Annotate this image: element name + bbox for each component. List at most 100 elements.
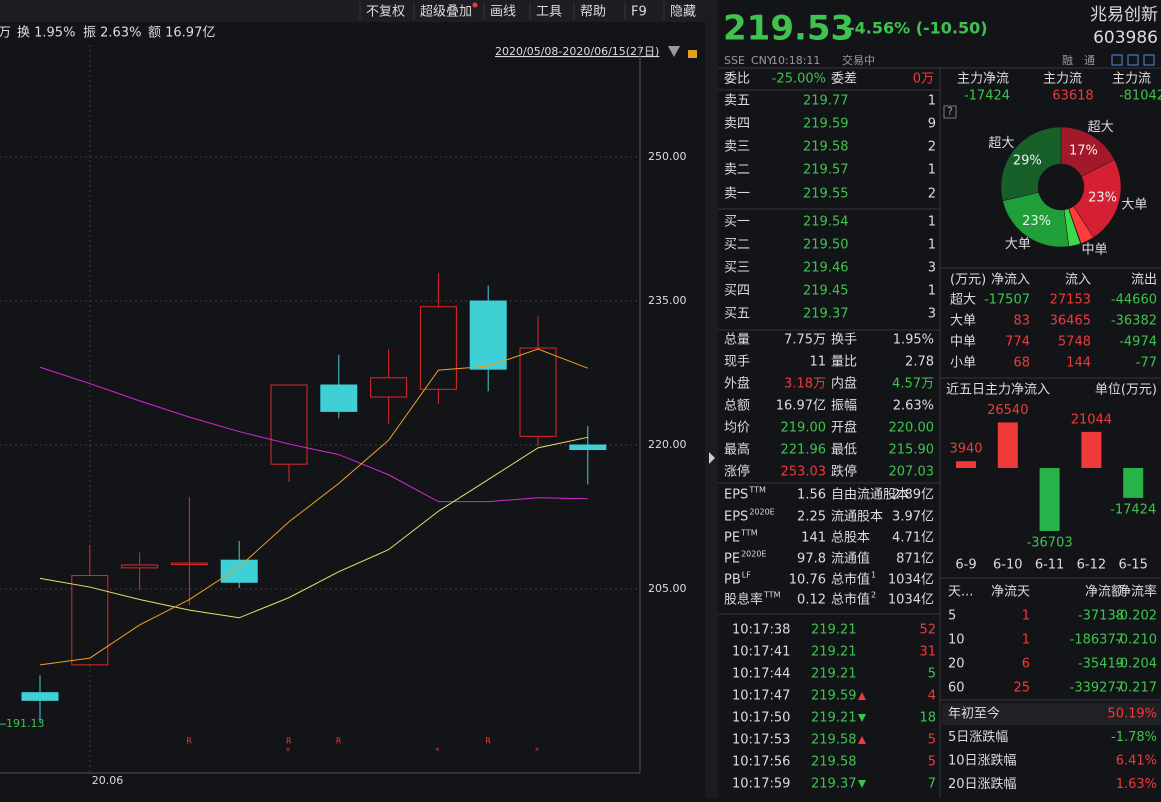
superscript: 1	[871, 571, 876, 580]
fund-label: 总市值	[831, 572, 870, 588]
trade-arrow	[858, 692, 866, 700]
book-price: 219.50	[803, 238, 849, 253]
trade-volume: 18	[919, 711, 936, 726]
book-label: 卖一	[724, 187, 750, 202]
fund-label: 股息率	[724, 592, 763, 608]
bar	[956, 461, 976, 468]
book-volume: 1	[928, 215, 936, 230]
signal-mark: R	[186, 737, 192, 746]
table-cell: -77	[1136, 356, 1157, 371]
collapse-arrow[interactable]	[709, 452, 715, 464]
table-header: 天...	[948, 585, 973, 600]
table-cell: 60	[948, 681, 965, 696]
table-cell: -35419	[1078, 657, 1124, 672]
chart-title: 近五日主力净流入	[946, 383, 1050, 398]
pie-value-label: 17%	[1069, 144, 1098, 159]
quote-tag: 通	[1084, 54, 1095, 67]
table-cell: 25	[1013, 681, 1030, 696]
info-item: 换 1.95%	[17, 26, 75, 41]
table-cell: -0.202	[1115, 609, 1157, 624]
candle-body	[419, 306, 457, 390]
table-header: 净流额	[1085, 585, 1124, 600]
trade-time: 10:17:38	[732, 623, 790, 638]
badge-dot	[472, 2, 478, 8]
toolbar-button[interactable]: F9	[631, 5, 647, 20]
pie-value-label: 23%	[1088, 190, 1117, 205]
book-label: 买一	[724, 215, 750, 230]
trade-price: 219.21	[811, 711, 857, 726]
date-range[interactable]: 2020/05/08-2020/06/15(27日)	[495, 45, 659, 58]
candle-body	[170, 562, 208, 566]
fund-value: 4.71亿	[892, 531, 934, 546]
pie-slice	[1073, 159, 1122, 238]
splitter[interactable]	[705, 0, 718, 798]
trade-arrow	[858, 780, 866, 788]
signal-mark: *	[535, 747, 539, 756]
x-tick-label: 6-12	[1077, 558, 1107, 573]
superscript: 2020E	[741, 550, 766, 559]
trade-price: 219.59	[811, 689, 857, 704]
fund-label: 流通股本	[831, 510, 883, 525]
bar	[997, 422, 1018, 468]
tool-icon[interactable]	[1127, 54, 1139, 66]
candle-body	[569, 444, 607, 451]
fund-value: 2.89亿	[892, 488, 934, 503]
candle-body	[320, 384, 358, 412]
stat-label: 开盘	[831, 420, 857, 436]
book-label: 买二	[724, 238, 750, 253]
table-cell: 144	[1066, 356, 1091, 371]
toolbar-button[interactable]: 工具	[536, 5, 562, 20]
book-price: 219.46	[803, 261, 849, 276]
toolbar-button[interactable]: 不复权	[366, 4, 405, 20]
stat-label: 涨停	[724, 464, 750, 480]
value: -25.00%	[772, 72, 826, 87]
table-header: 净流入	[991, 273, 1030, 288]
trade-price: 219.21	[811, 623, 857, 638]
bar	[1123, 468, 1144, 498]
fund-value: 2.25	[797, 510, 826, 525]
table-cell: 5	[948, 609, 956, 624]
table-cell: 36465	[1050, 314, 1091, 329]
fund-label: PE	[724, 552, 740, 567]
book-price: 219.55	[803, 187, 849, 202]
ma-line	[39, 348, 588, 666]
stat-value: 219.00	[781, 421, 827, 436]
candle-body	[71, 575, 109, 666]
change-label: 20日涨跌幅	[948, 776, 1017, 792]
trade-volume: 31	[919, 645, 936, 660]
trade-time: 10:17:41	[732, 645, 790, 660]
tool-icon[interactable]	[1111, 54, 1123, 66]
pie-label: 超大	[1088, 120, 1114, 135]
candle-body	[469, 300, 507, 370]
toolbar-button[interactable]: 帮助	[580, 5, 606, 20]
toolbar-button[interactable]: 超级叠加	[420, 5, 472, 20]
candle-body	[121, 564, 159, 569]
tool-icon[interactable]	[1143, 54, 1155, 66]
stat-label: 最低	[831, 443, 857, 458]
superscript: LF	[742, 571, 751, 580]
fund-value: 0.12	[797, 593, 826, 608]
table-cell: 超大	[950, 293, 976, 308]
toolbar-button[interactable]: 隐藏	[670, 5, 696, 20]
candle-body	[220, 559, 258, 583]
toolbar-button[interactable]: 画线	[490, 5, 516, 20]
trade-arrow	[858, 736, 866, 744]
help-box[interactable]	[943, 105, 957, 119]
x-tick-label: 6-10	[993, 558, 1023, 573]
book-label: 买五	[724, 307, 750, 322]
lock-icon[interactable]	[688, 50, 697, 58]
range-dropdown[interactable]	[668, 46, 680, 57]
flow-header: 主力流	[1043, 72, 1082, 87]
fund-value: 97.8	[797, 552, 826, 567]
value: 0万	[913, 72, 934, 87]
stat-value: 215.90	[889, 443, 935, 458]
chart-unit: 单位(万元)	[1095, 383, 1157, 398]
trade-price: 219.21	[811, 667, 857, 682]
signal-mark: *	[286, 747, 290, 756]
trade-time: 10:17:50	[732, 711, 790, 726]
change-label: 10日涨跌幅	[948, 753, 1017, 769]
stat-label: 最高	[724, 442, 750, 458]
x-tick-label: 6-15	[1118, 558, 1148, 573]
trade-volume: 4	[928, 689, 936, 704]
